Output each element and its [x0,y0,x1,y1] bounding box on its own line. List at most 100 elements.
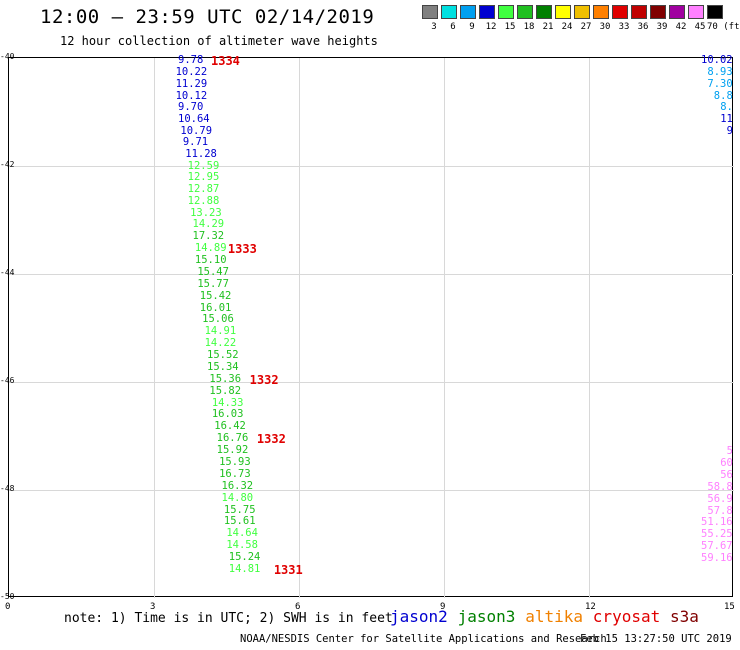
colorbar-swatch [574,5,590,19]
page-subtitle: 12 hour collection of altimeter wave hei… [60,34,378,48]
grid-line-horizontal [9,490,734,491]
wave-height-value: 15.75 [223,503,256,516]
wave-height-value: 12.87 [187,183,220,196]
wave-height-value: 9.71 [182,136,209,149]
colorbar-label: 70 (ft) [707,22,740,32]
wave-height-value: 11 [720,113,733,126]
wave-height-value: 11.29 [175,78,208,90]
colorbar-label: 15 [504,22,516,32]
y-tick-label: -46 [0,376,15,385]
wave-height-value: 55.25 [701,528,733,541]
wave-height-value: 12.95 [187,171,220,184]
legend-item: s3a [670,607,699,626]
pass-number-label: 1332 [256,432,286,447]
pass-number-label: 1334 [211,53,240,68]
colorbar-swatch [669,5,685,19]
colorbar-label: 6 [450,22,456,32]
wave-height-value: 58.8 [707,480,733,493]
wave-height-value: 59.16 [701,552,733,565]
wave-height-value: 15.10 [194,254,227,267]
legend-item: cryosat [592,607,661,626]
wave-height-value: 10.02 [701,53,733,66]
y-tick-label: -50 [0,592,15,601]
wave-height-value: 16.73 [219,467,251,480]
colorbar-label: 21 [542,22,554,32]
y-tick-label: -40 [0,52,15,61]
colorbar-swatch [688,5,704,19]
wave-height-value: 14.58 [226,539,258,552]
x-tick-label: 12 [585,602,596,612]
colorbar-label: 36 [637,22,649,32]
colorbar-swatch [707,5,723,19]
wave-height-value: 57.8 [707,504,733,517]
wave-height-value: 15.77 [197,277,229,290]
wave-height-value: 56.9 [707,492,733,505]
timestamp-text: Feb 15 13:27:50 UTC 2019 [580,633,732,645]
x-tick-label: 3 [150,602,156,612]
colorbar-swatch [498,5,514,19]
map-plot-area [8,57,734,598]
wave-height-value: 10.79 [180,124,213,137]
footer-note: note: 1) Time is in UTC; 2) SWH is in fe… [64,611,393,626]
grid-line-vertical [299,58,300,598]
colorbar-swatch [612,5,628,19]
wave-height-value: 10.64 [178,113,210,126]
wave-height-value: 15.36 [209,372,242,385]
wave-height-value: 14.81 [228,562,261,575]
pass-number-label: 1331 [273,562,303,577]
colorbar-label: 9 [469,22,475,32]
grid-line-vertical [444,58,445,598]
wave-height-value: 15.06 [202,313,234,326]
page-title: 12:00 – 23:59 UTC 02/14/2019 [40,6,375,28]
credit-text: NOAA/NESDIS Center for Satellite Applica… [240,633,607,645]
wave-height-value: 8. [720,101,733,114]
pass-number-label: 1333 [227,242,257,257]
colorbar-swatch [555,5,571,19]
colorbar-label: 3 [431,22,437,32]
wave-height-value: 10.22 [175,66,208,79]
wave-height-value: 14.22 [204,337,237,350]
y-tick-label: -44 [0,268,15,277]
wave-height-value: 14.64 [226,527,258,540]
wave-height-value: 16.42 [214,420,246,433]
legend-item: jason3 [457,607,516,626]
wave-height-value: 8.8 [713,89,733,102]
legend-item: jason2 [390,607,448,626]
wave-height-value: 15.92 [216,444,249,457]
wave-height-value: 16.32 [221,479,254,492]
colorbar-label: 33 [618,22,630,32]
colorbar-label: 27 [580,22,592,32]
grid-line-vertical [154,58,155,598]
wave-height-value: 15.24 [228,551,261,564]
x-tick-label: 0 [5,602,11,612]
wave-height-value: 56 [720,468,733,481]
wave-height-value: 51.16 [701,516,733,529]
grid-line-horizontal [9,274,734,275]
colorbar-swatch [631,5,647,19]
wave-height-value: 9.70 [178,101,204,114]
pass-number-label: 1332 [249,372,279,387]
wave-height-value: 16.76 [216,432,249,445]
wave-height-value: 15.82 [209,384,242,397]
x-tick-label: 9 [440,602,446,612]
wave-height-value: 15.47 [197,265,229,278]
x-tick-label: 6 [295,602,301,612]
colorbar-label: 18 [523,22,535,32]
wave-height-value: 5 [726,445,733,458]
wave-height-value: 17.32 [192,230,225,243]
wave-height-value: 15.52 [207,349,239,362]
y-tick-label: -48 [0,484,15,493]
y-tick-label: -42 [0,160,15,169]
wave-height-value: 16.01 [199,301,232,314]
wave-height-value: 14.89 [194,242,227,255]
colorbar-label: 24 [561,22,573,32]
wave-height-value: 14.33 [211,396,244,409]
wave-height-value: 9.78 [178,53,204,66]
wave-height-value: 8.93 [707,66,733,79]
colorbar-swatch [460,5,476,19]
wave-height-value: 13.23 [190,206,222,219]
colorbar-swatch [536,5,552,19]
colorbar-swatch [593,5,609,19]
grid-line-horizontal [9,166,734,167]
wave-height-value: 14.80 [221,491,254,504]
